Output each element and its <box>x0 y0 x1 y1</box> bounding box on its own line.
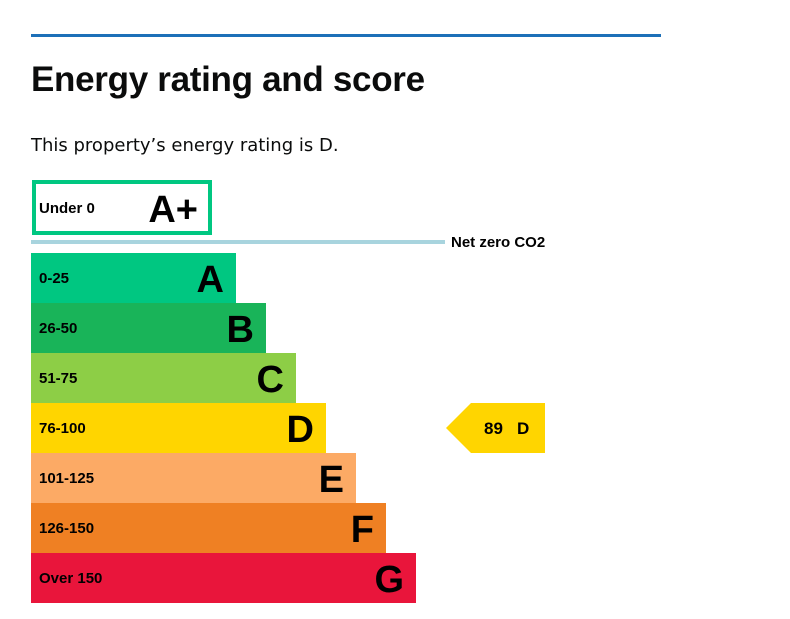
band-d-letter: D <box>287 409 314 451</box>
aplus-box <box>32 180 212 235</box>
current-score: 89 <box>484 419 503 438</box>
band-f-letter: F <box>351 509 374 551</box>
band-a-bar <box>31 253 236 303</box>
band-b-range: 26-50 <box>39 320 77 337</box>
aplus-range: Under 0 <box>39 200 95 217</box>
rating-summary: This property’s energy rating is D. <box>31 135 339 156</box>
band-d-range: 76-100 <box>39 420 86 437</box>
band-e-range: 101-125 <box>39 470 94 487</box>
net-zero-label: Net zero CO2 <box>451 234 545 251</box>
band-e-letter: E <box>319 459 344 501</box>
band-g-range: Over 150 <box>39 570 102 587</box>
band-f-range: 126-150 <box>39 520 94 537</box>
band-d-bar <box>31 403 326 453</box>
current-letter: D <box>517 419 529 438</box>
band-c-range: 51-75 <box>39 370 77 387</box>
top-rule <box>31 34 661 37</box>
page-title: Energy rating and score <box>31 60 425 99</box>
band-f-bar <box>31 503 386 553</box>
band-g-bar <box>31 553 416 603</box>
band-a-range: 0-25 <box>39 270 69 287</box>
current-rating-pointer <box>446 403 545 453</box>
band-g-letter: G <box>374 559 404 601</box>
band-c-bar <box>31 353 296 403</box>
band-b-letter: B <box>227 309 254 351</box>
band-a-letter: A <box>197 259 224 301</box>
band-c-letter: C <box>257 359 284 401</box>
aplus-letter: A+ <box>148 189 198 231</box>
band-e-bar <box>31 453 356 503</box>
band-b-bar <box>31 303 266 353</box>
